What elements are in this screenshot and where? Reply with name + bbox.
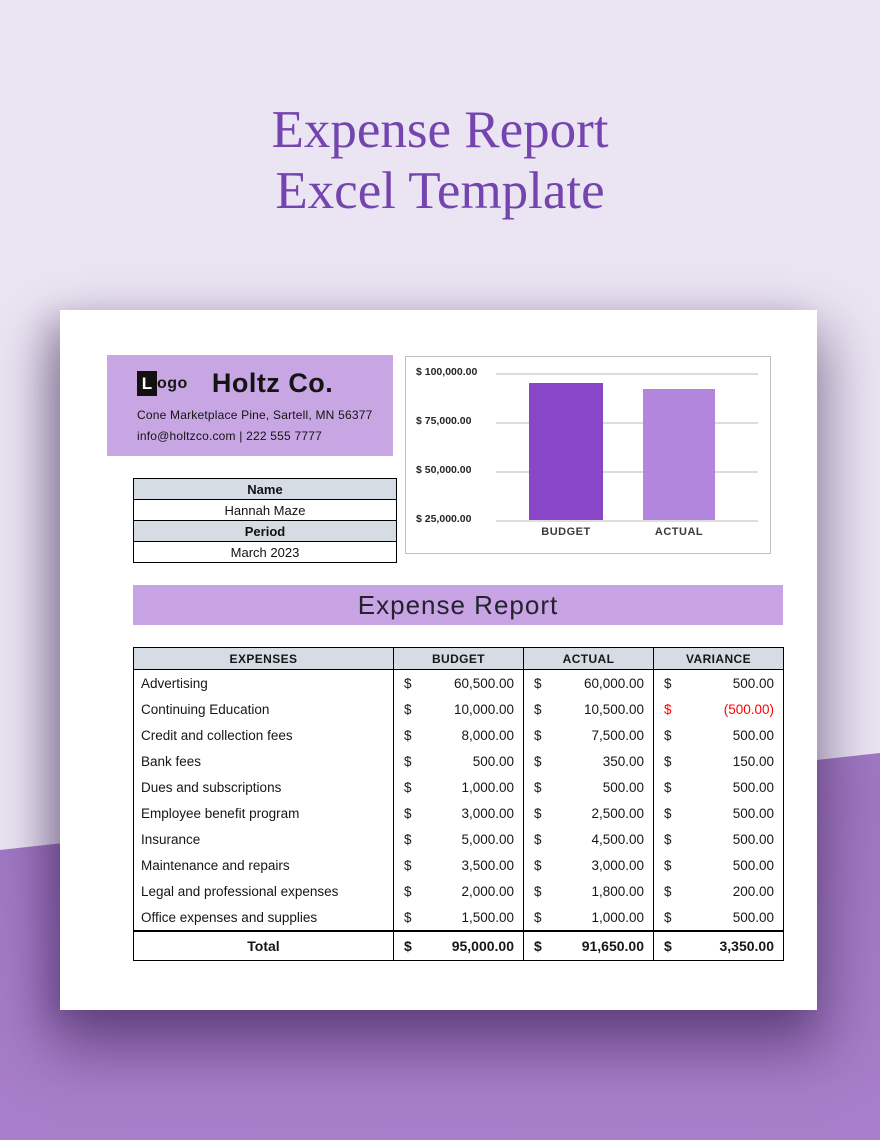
variance-cell: $500.00 (653, 669, 784, 696)
actual-cell: $3,000.00 (523, 852, 654, 878)
expense-name-cell: Bank fees (133, 748, 394, 774)
expense-name-cell: Dues and subscriptions (133, 774, 394, 800)
company-contact: info@holtzco.com | 222 555 7777 (137, 429, 322, 443)
budget-cell: $1,000.00 (393, 774, 524, 800)
name-period-table: Name Hannah Maze Period March 2023 (133, 478, 397, 563)
header-expenses: EXPENSES (133, 647, 394, 670)
expense-table: EXPENSES BUDGET ACTUAL VARIANCE Advertis… (133, 647, 784, 961)
actual-cell: $350.00 (523, 748, 654, 774)
expense-name-cell: Maintenance and repairs (133, 852, 394, 878)
expense-row: Advertising $60,500.00 $60,000.00 $500.00 (133, 669, 784, 696)
chart-gridline (496, 422, 758, 424)
chart-ytick-label: $ 25,000.00 (416, 513, 472, 525)
total-budget-cell: $95,000.00 (393, 930, 524, 961)
table-row: Hannah Maze (133, 499, 397, 521)
page-title: Expense Report Excel Template (0, 100, 880, 222)
expense-row: Bank fees $500.00 $350.00 $150.00 (133, 748, 784, 774)
budget-cell: $500.00 (393, 748, 524, 774)
budget-actual-chart: $ 100,000.00 $ 75,000.00 $ 50,000.00 $ 25,0… (405, 356, 771, 554)
chart-gridline (496, 471, 758, 473)
expense-row: Insurance $5,000.00 $4,500.00 $500.00 (133, 826, 784, 852)
expense-row: Dues and subscriptions $1,000.00 $500.00 $5… (133, 774, 784, 800)
company-name: Holtz Co. (211, 368, 334, 398)
name-value: Hannah Maze (133, 499, 397, 521)
chart-ytick-label: $ 75,000.00 (416, 415, 472, 427)
chart-bar-budget (529, 382, 603, 520)
variance-cell: $500.00 (653, 774, 784, 800)
expense-row: Maintenance and repairs $3,500.00 $3,000.0… (133, 852, 784, 878)
expense-row: Continuing Education $10,000.00 $10,500.00… (133, 696, 784, 722)
actual-cell: $7,500.00 (523, 722, 654, 748)
period-label: Period (133, 520, 397, 542)
variance-cell: $500.00 (653, 826, 784, 852)
logo-letter-icon: L (137, 371, 157, 396)
table-row: March 2023 (133, 541, 397, 563)
budget-cell: $10,000.00 (393, 696, 524, 722)
expense-name-cell: Credit and collection fees (133, 722, 394, 748)
chart-xtick-label: ACTUAL (654, 526, 704, 538)
budget-cell: $1,500.00 (393, 904, 524, 931)
budget-cell: $8,000.00 (393, 722, 524, 748)
chart-gridline (496, 373, 758, 375)
name-label: Name (133, 478, 397, 500)
expense-table-header-row: EXPENSES BUDGET ACTUAL VARIANCE (133, 647, 784, 670)
variance-cell: $200.00 (653, 878, 784, 904)
page-title-line1: Expense Report (271, 101, 609, 159)
page-title-line2: Excel Template (275, 161, 605, 220)
actual-cell: $60,000.00 (523, 669, 654, 696)
chart-ytick-label: $ 50,000.00 (416, 464, 472, 476)
expense-row: Office expenses and supplies $1,500.00 $1,… (133, 904, 784, 931)
report-banner: Expense Report (133, 585, 783, 625)
expense-name-cell: Continuing Education (133, 696, 394, 722)
header-budget: BUDGET (393, 647, 524, 670)
budget-cell: $3,000.00 (393, 800, 524, 826)
variance-cell: $500.00 (653, 904, 784, 931)
variance-cell: $500.00 (653, 852, 784, 878)
chart-gridline (496, 520, 758, 522)
total-variance-cell: $3,350.00 (653, 930, 784, 961)
expense-name-cell: Advertising (133, 669, 394, 696)
expense-name-cell: Legal and professional expenses (133, 878, 394, 904)
total-label: Total (133, 930, 394, 961)
expense-row: Legal and professional expenses $2,000.00… (133, 878, 784, 904)
table-row: Period (133, 520, 397, 542)
actual-cell: $500.00 (523, 774, 654, 800)
header-actual: ACTUAL (523, 647, 654, 670)
logo-text: ogo (157, 374, 188, 392)
chart-xtick-label: BUDGET (541, 526, 591, 538)
actual-cell: $2,500.00 (523, 800, 654, 826)
header-variance: VARIANCE (653, 647, 784, 670)
budget-cell: $3,500.00 (393, 852, 524, 878)
variance-cell: $150.00 (653, 748, 784, 774)
expense-name-cell: Employee benefit program (133, 800, 394, 826)
total-row: Total $95,000.00 $91,650.00 $3,350.00 (133, 930, 784, 961)
expense-row: Credit and collection fees $8,000.00 $7,50… (133, 722, 784, 748)
actual-cell: $1,800.00 (523, 878, 654, 904)
expense-name-cell: Office expenses and supplies (133, 904, 394, 931)
budget-cell: $60,500.00 (393, 669, 524, 696)
total-actual-cell: $91,650.00 (523, 930, 654, 961)
expense-row: Employee benefit program $3,000.00 $2,500.… (133, 800, 784, 826)
table-row: Name (133, 478, 397, 500)
variance-cell: $ (500.00) (653, 696, 784, 722)
actual-cell: $1,000.00 (523, 904, 654, 931)
chart-ytick-label: $ 100,000.00 (416, 366, 478, 378)
chart-bar-actual (643, 389, 715, 520)
expense-name-cell: Insurance (133, 826, 394, 852)
expense-table-body: Advertising $60,500.00 $60,000.00 $500.00 Co… (133, 669, 784, 931)
period-value: March 2023 (133, 541, 397, 563)
budget-cell: $2,000.00 (393, 878, 524, 904)
budget-cell: $5,000.00 (393, 826, 524, 852)
actual-cell: $10,500.00 (523, 696, 654, 722)
variance-cell: $500.00 (653, 722, 784, 748)
variance-cell: $500.00 (653, 800, 784, 826)
company-address: Cone Marketplace Pine, Sartell, MN 56377 (137, 408, 373, 422)
actual-cell: $4,500.00 (523, 826, 654, 852)
